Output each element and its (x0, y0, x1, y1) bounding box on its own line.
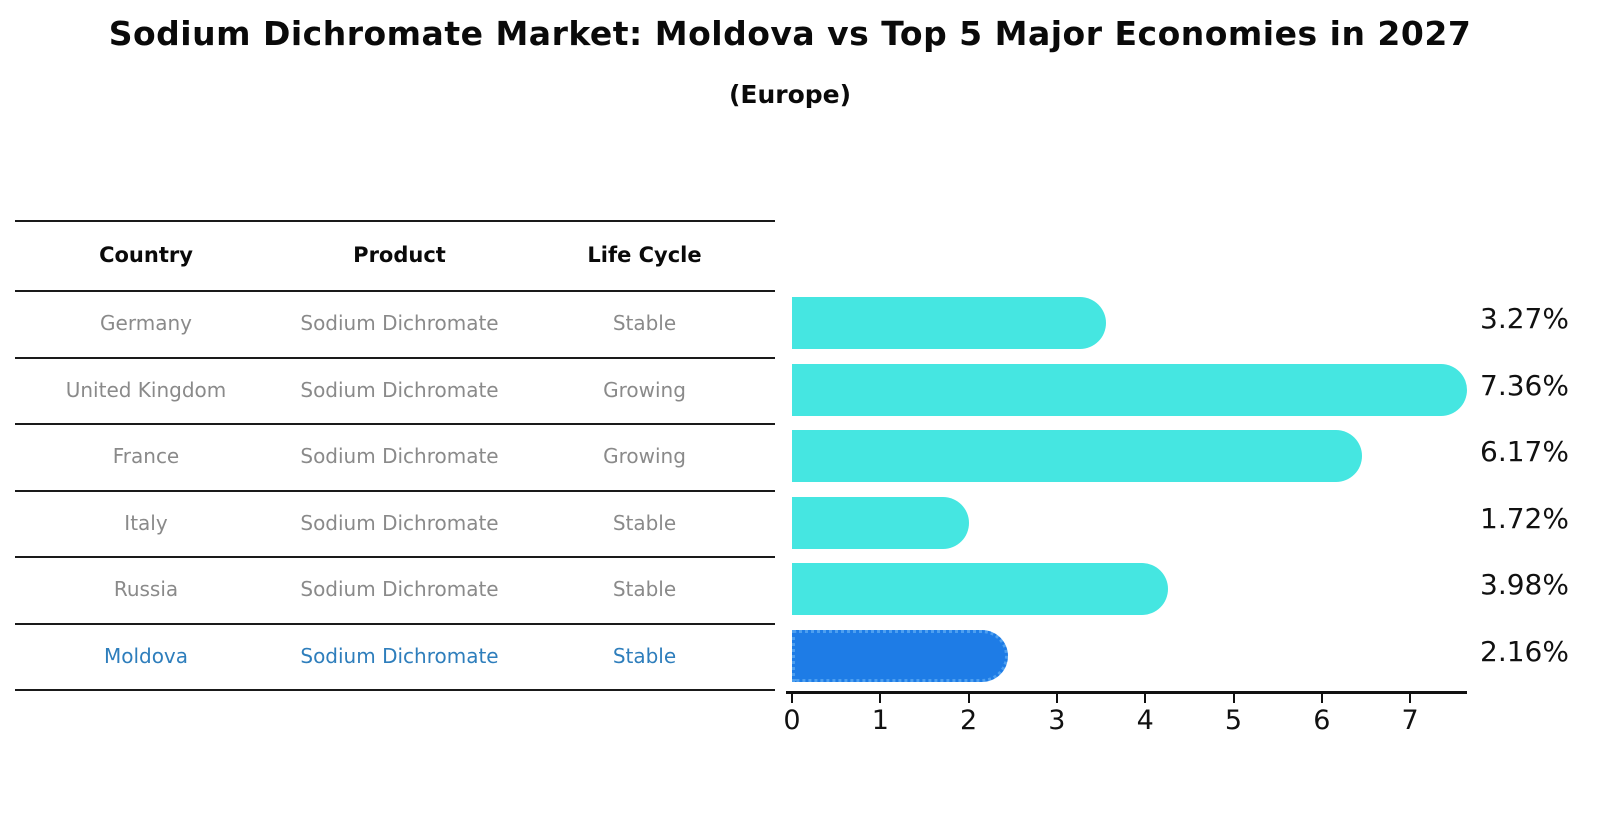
table-cell-life-cycle: Stable (612, 510, 677, 535)
bar-germany (792, 297, 1106, 349)
x-tick-mark (791, 694, 793, 703)
country-table: Country Product Life Cycle Germany Sodiu… (15, 220, 775, 691)
table-header-product: Product (353, 243, 446, 267)
bar-france (792, 430, 1362, 482)
x-axis-line (786, 691, 1467, 694)
bar-value-label: 3.98% (1480, 568, 1569, 601)
table-cell-life-cycle: Growing (603, 377, 686, 402)
table-border-line (15, 689, 775, 691)
x-tick-mark (967, 694, 970, 703)
table-row-line (15, 356, 775, 359)
table-row-line (15, 423, 775, 425)
x-tick-mark (1320, 694, 1323, 703)
bar-value-label: 6.17% (1480, 435, 1569, 468)
table-cell-life-cycle: Stable (612, 577, 677, 601)
bar-value-label: 1.72% (1480, 501, 1569, 535)
x-tick-mark (1144, 694, 1147, 703)
table-cell-product: Sodium Dichromate (300, 311, 499, 335)
table-cell-life-cycle: Stable (612, 643, 677, 668)
chart-subtitle: (Europe) (728, 80, 852, 109)
table-cell-country: Russia (113, 577, 179, 601)
bar-united-kingdom (792, 363, 1467, 416)
table-row-line (15, 489, 775, 492)
bar-value-label: 3.27% (1480, 302, 1569, 335)
table-cell-country: France (112, 444, 180, 468)
x-tick-label: 6 (1313, 705, 1331, 736)
x-tick-mark (1055, 694, 1058, 703)
table-cell-country: United Kingdom (65, 377, 227, 402)
table-border-line (15, 220, 775, 222)
table-cell-product: Sodium Dichromate (300, 643, 499, 668)
bar-russia (792, 563, 1169, 615)
table-border-line (15, 290, 775, 292)
table-cell-product: Sodium Dichromate (300, 444, 499, 468)
x-tick-label: 7 (1401, 705, 1419, 736)
bar-moldova (792, 629, 1008, 682)
x-tick-label: 4 (1136, 705, 1154, 736)
x-tick-label: 3 (1048, 705, 1066, 736)
bar-value-label: 2.16% (1480, 634, 1569, 668)
table-cell-country: Italy (124, 510, 168, 535)
table-cell-product: Sodium Dichromate (300, 577, 499, 601)
table-cell-product: Sodium Dichromate (300, 510, 499, 535)
bar-value-label: 7.36% (1480, 368, 1569, 402)
chart-title: Sodium Dichromate Market: Moldova vs Top… (108, 14, 1472, 53)
table-cell-life-cycle: Stable (612, 311, 677, 335)
table-cell-life-cycle: Growing (603, 444, 686, 468)
table-cell-product: Sodium Dichromate (300, 377, 499, 402)
x-tick-label: 5 (1224, 705, 1243, 736)
table-row-line (15, 556, 775, 558)
bar-italy (792, 496, 969, 549)
table-cell-country-moldova: Moldova (103, 643, 189, 668)
table-row-line (15, 622, 775, 625)
x-tick-label: 1 (871, 705, 889, 736)
x-tick-mark (1409, 694, 1412, 703)
table-cell-country: Germany (100, 311, 192, 335)
x-tick-mark (1232, 694, 1235, 703)
table-header-life-cycle: Life Cycle (587, 243, 702, 267)
x-tick-mark (879, 694, 882, 703)
x-tick-label: 2 (960, 705, 978, 736)
x-tick-label: 0 (783, 705, 801, 736)
table-header-country: Country (99, 243, 193, 267)
